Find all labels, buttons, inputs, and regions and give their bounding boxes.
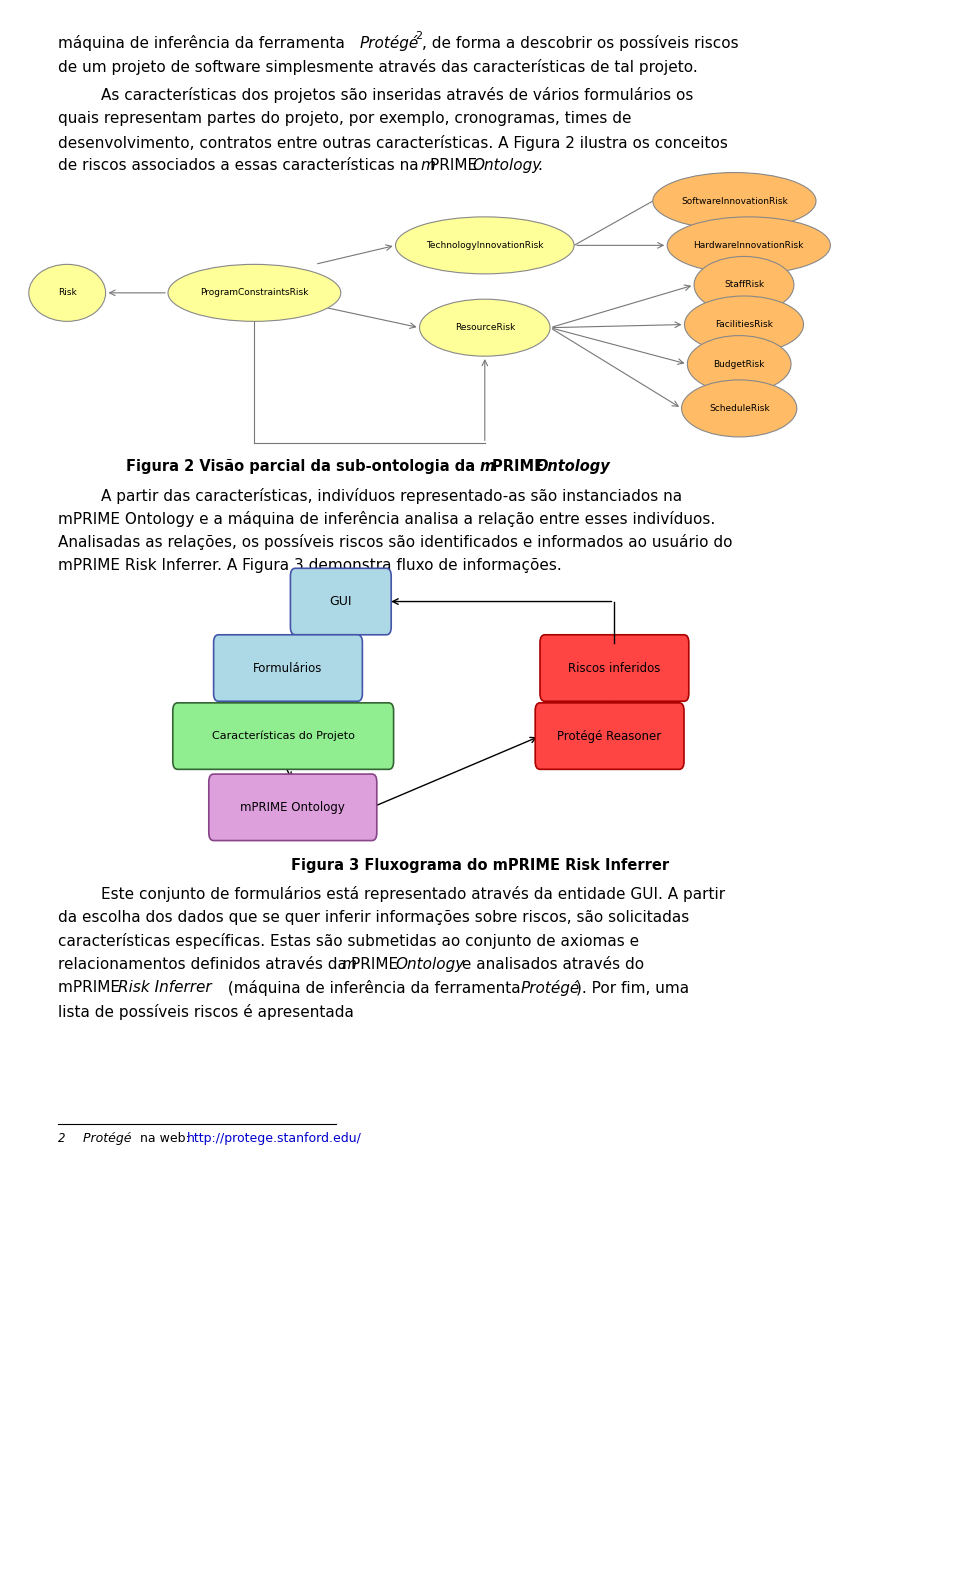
Text: StaffRisk: StaffRisk [724,280,764,290]
Text: 2: 2 [58,1132,65,1145]
Ellipse shape [420,299,550,356]
Text: mPRIME Risk Inferrer. A Figura 3 demonstra fluxo de informações.: mPRIME Risk Inferrer. A Figura 3 demonst… [58,557,562,573]
Text: GUI: GUI [329,595,352,608]
Text: da escolha dos dados que se quer inferir informações sobre riscos, são solicitad: da escolha dos dados que se quer inferir… [58,910,689,924]
Ellipse shape [684,296,804,353]
Text: Risk Inferrer: Risk Inferrer [118,980,212,996]
Text: relacionamentos definidos através da: relacionamentos definidos através da [58,956,351,972]
Text: 2: 2 [415,32,421,41]
Text: características específicas. Estas são submetidas ao conjunto de axiomas e: características específicas. Estas são s… [58,934,638,950]
Text: e analisados através do: e analisados através do [457,956,644,972]
Text: mPRIME Ontology: mPRIME Ontology [240,801,346,814]
FancyBboxPatch shape [208,774,376,841]
Text: Analisadas as relações, os possíveis riscos são identificados e informados ao us: Analisadas as relações, os possíveis ris… [58,535,732,551]
Text: Protégé: Protégé [520,980,580,996]
FancyBboxPatch shape [290,568,392,635]
FancyBboxPatch shape [540,635,689,701]
Text: lista de possíveis riscos é apresentada: lista de possíveis riscos é apresentada [58,1004,353,1019]
Text: Formulários: Formulários [253,662,323,674]
Text: na web:: na web: [136,1132,194,1145]
Text: ). Por fim, uma: ). Por fim, uma [576,980,689,996]
Ellipse shape [682,380,797,437]
FancyBboxPatch shape [173,703,394,769]
Text: Riscos inferidos: Riscos inferidos [568,662,660,674]
Text: Ontology: Ontology [536,459,611,473]
Text: Ontology: Ontology [472,158,541,173]
Text: Este conjunto de formulários está representado através da entidade GUI. A partir: Este conjunto de formulários está repres… [101,886,725,902]
Text: ScheduleRisk: ScheduleRisk [708,404,770,413]
Text: Protégé: Protégé [79,1132,132,1145]
Text: SoftwareInnovationRisk: SoftwareInnovationRisk [681,196,788,206]
Text: PRIME: PRIME [492,459,549,473]
Text: de riscos associados a essas características na: de riscos associados a essas característ… [58,158,423,173]
Text: PRIME: PRIME [351,956,403,972]
Text: desenvolvimento, contratos entre outras características. A Figura 2 ilustra os c: desenvolvimento, contratos entre outras … [58,135,728,150]
Text: PRIME: PRIME [430,158,482,173]
Ellipse shape [29,264,106,321]
Ellipse shape [653,173,816,230]
Text: .: . [538,158,542,173]
Text: (máquina de inferência da ferramenta: (máquina de inferência da ferramenta [223,980,525,996]
Text: Risk: Risk [58,288,77,298]
Ellipse shape [168,264,341,321]
Text: quais representam partes do projeto, por exemplo, cronogramas, times de: quais representam partes do projeto, por… [58,111,631,125]
Text: As características dos projetos são inseridas através de vários formulários os: As características dos projetos são inse… [101,87,693,103]
Text: TechnologyInnovationRisk: TechnologyInnovationRisk [426,241,543,250]
Text: de um projeto de software simplesmente através das características de tal projet: de um projeto de software simplesmente a… [58,59,697,74]
Text: Ontology: Ontology [396,956,465,972]
Ellipse shape [694,256,794,313]
FancyBboxPatch shape [213,635,362,701]
Text: Figura 3 Fluxograma do mPRIME Risk Inferrer: Figura 3 Fluxograma do mPRIME Risk Infer… [291,858,669,872]
Ellipse shape [687,336,791,393]
Ellipse shape [396,217,574,274]
Text: HardwareInnovationRisk: HardwareInnovationRisk [694,241,804,250]
Text: máquina de inferência da ferramenta: máquina de inferência da ferramenta [58,35,349,51]
Text: Figura 2 Visão parcial da sub-ontologia da: Figura 2 Visão parcial da sub-ontologia … [126,459,480,473]
Text: http://protege.stanford.edu/: http://protege.stanford.edu/ [187,1132,362,1145]
Text: m: m [480,459,495,473]
Text: A partir das características, indivíduos representado-as são instanciados na: A partir das características, indivíduos… [101,488,682,503]
Text: m: m [342,956,356,972]
Text: ProgramConstraintsRisk: ProgramConstraintsRisk [201,288,308,298]
Text: BudgetRisk: BudgetRisk [713,359,765,369]
Text: Protégé Reasoner: Protégé Reasoner [558,730,661,742]
Text: mPRIME: mPRIME [58,980,125,996]
Text: mPRIME Ontology e a máquina de inferência analisa a relação entre esses indivídu: mPRIME Ontology e a máquina de inferênci… [58,511,715,527]
Text: ResourceRisk: ResourceRisk [455,323,515,332]
Text: m: m [420,158,435,173]
Text: Características do Projeto: Características do Projeto [212,731,354,741]
Text: Protégé: Protégé [360,35,420,51]
Text: FacilitiesRisk: FacilitiesRisk [715,320,773,329]
Ellipse shape [667,217,830,274]
Text: , de forma a descobrir os possíveis riscos: , de forma a descobrir os possíveis risc… [422,35,739,51]
FancyBboxPatch shape [536,703,684,769]
